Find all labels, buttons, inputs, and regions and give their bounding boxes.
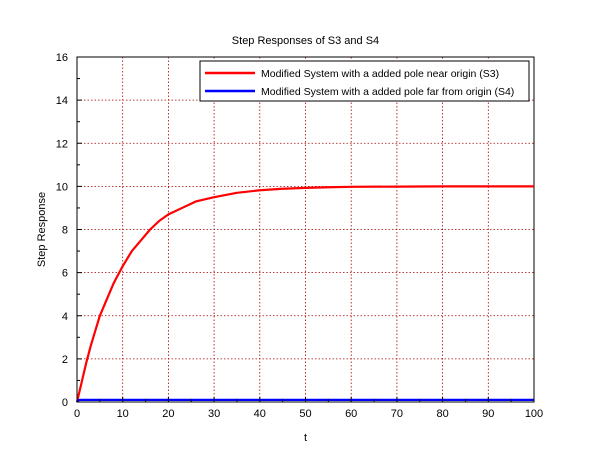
legend: Modified System with a added pole near o…	[199, 60, 530, 102]
y-tick-label: 4	[62, 311, 68, 323]
x-tick-label: 70	[391, 408, 403, 420]
x-tick-label: 30	[208, 408, 220, 420]
chart-title: Step Responses of S3 and S4	[232, 35, 379, 47]
x-tick-label: 80	[436, 408, 448, 420]
y-tick-label: 12	[56, 138, 68, 150]
y-tick-label: 16	[56, 52, 68, 64]
y-tick-label: 14	[56, 95, 68, 107]
x-tick-label: 10	[117, 408, 129, 420]
x-axis-label: t	[304, 432, 307, 444]
x-tick-label: 40	[254, 408, 266, 420]
series-layer	[75, 185, 534, 403]
grid	[77, 57, 534, 402]
x-tick-label: 90	[482, 408, 494, 420]
x-tick-label: 0	[74, 408, 80, 420]
series-line-s3	[75, 185, 534, 403]
legend-box	[199, 60, 530, 102]
y-tick-label: 6	[62, 268, 68, 280]
y-tick-label: 2	[62, 354, 68, 366]
y-tick-label: 8	[62, 225, 68, 237]
legend-label-s3: Modified System with a added pole near o…	[261, 68, 499, 80]
y-tick-label: 0	[62, 397, 68, 409]
x-tick-label: 100	[525, 408, 543, 420]
y-axis-label: Step Response	[36, 192, 48, 267]
series-line-s4	[76, 398, 534, 403]
x-tick-label: 50	[299, 408, 311, 420]
y-tick-label: 10	[56, 181, 68, 193]
legend-label-s4: Modified System with a added pole far fr…	[261, 86, 514, 98]
axis-ticks: 0 10 20 30 40 50 60 70 80 90 100 0 2 4 6 8 10 12 14 16	[56, 52, 543, 420]
x-tick-label: 20	[162, 408, 174, 420]
x-tick-label: 60	[345, 408, 357, 420]
